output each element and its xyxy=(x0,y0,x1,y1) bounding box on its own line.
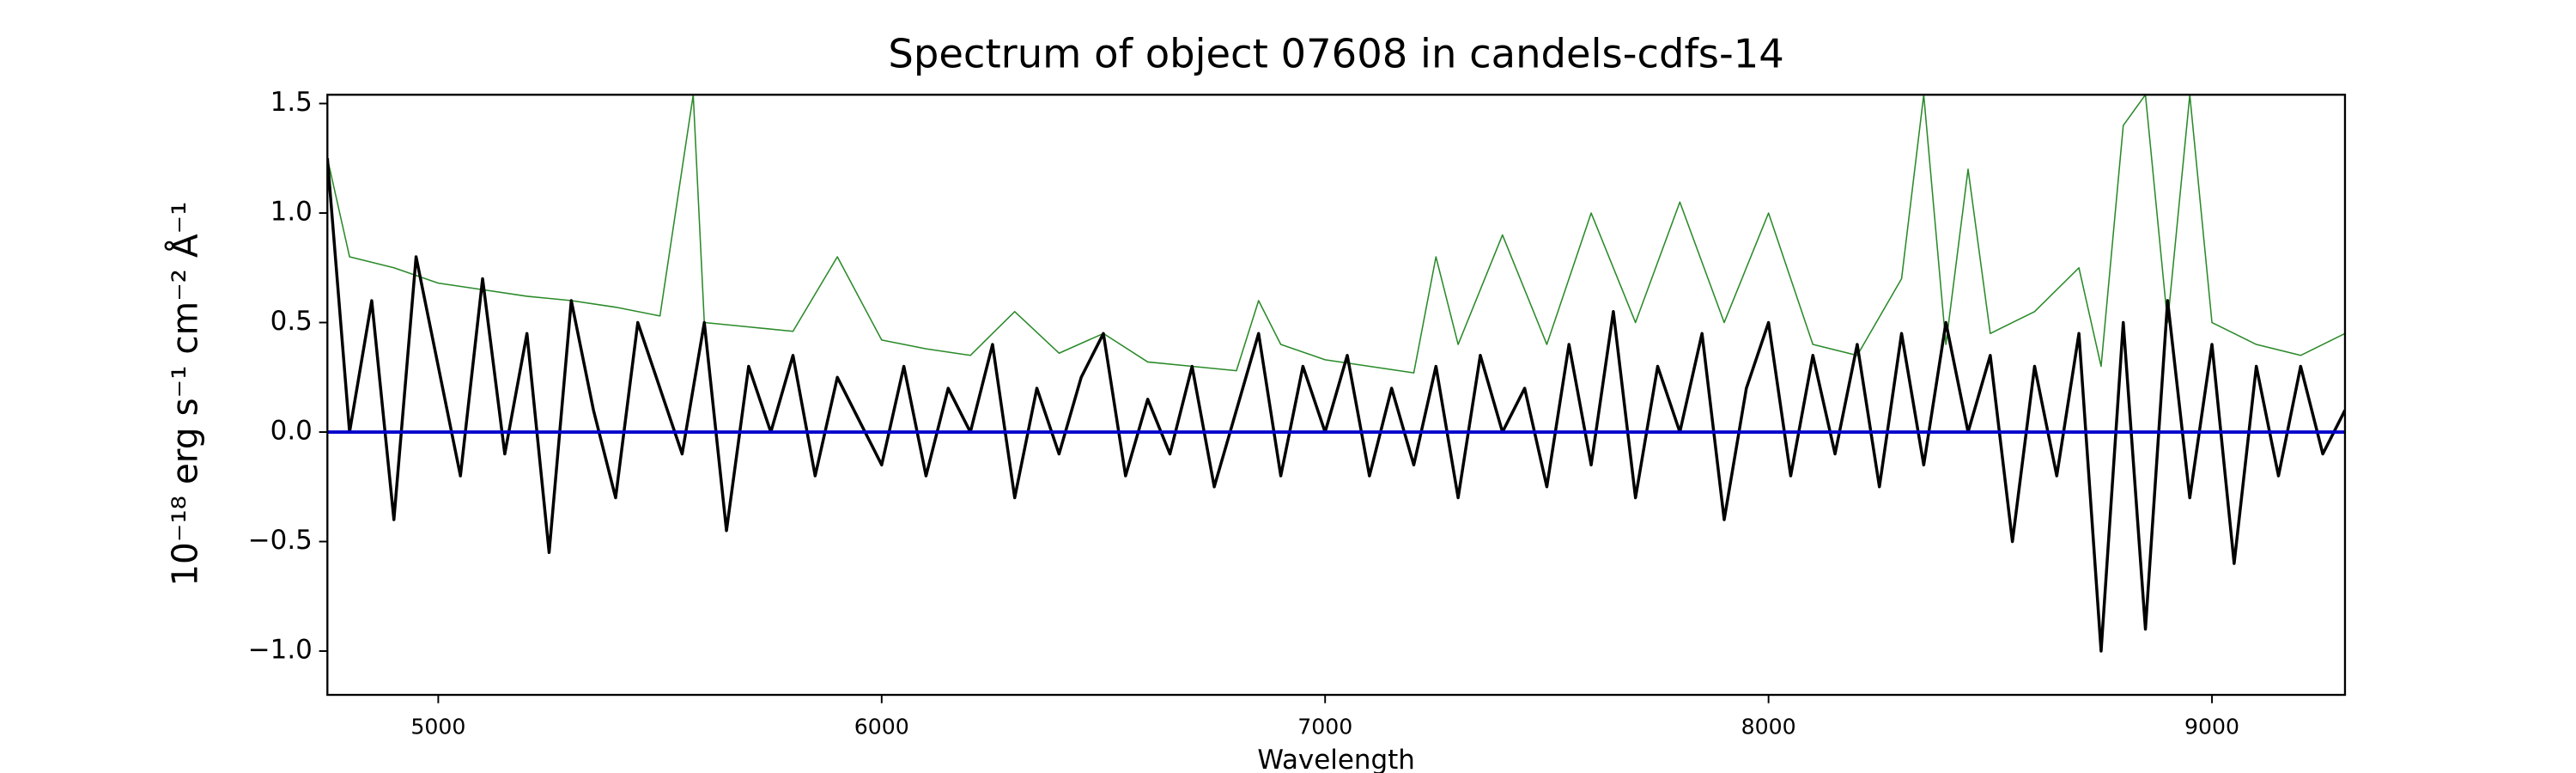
spectrum-line xyxy=(327,158,2345,653)
y-tick-label: 1.5 xyxy=(270,87,313,118)
y-tick-label: −1.0 xyxy=(248,635,313,666)
axes-frame xyxy=(326,94,2347,697)
chart-title: Spectrum of object 07608 in candels-cdfs… xyxy=(888,30,1783,76)
x-tick-label: 5000 xyxy=(410,715,465,740)
y-axis-label: 10⁻¹⁸ erg s⁻¹ cm⁻² Å⁻¹ xyxy=(165,202,206,587)
spectrum-line xyxy=(327,94,2345,374)
plot-area xyxy=(327,94,2345,653)
y-tick-label: −0.5 xyxy=(248,525,313,556)
x-tick-label: 8000 xyxy=(1741,715,1796,740)
x-tick-label: 7000 xyxy=(1297,715,1352,740)
y-tick-label: 1.0 xyxy=(270,197,313,228)
x-tick-label: 9000 xyxy=(2184,715,2239,740)
x-tick-label: 6000 xyxy=(854,715,909,740)
y-tick-label: 0.5 xyxy=(270,306,313,337)
y-tick-label: 0.0 xyxy=(270,416,313,447)
x-axis-label: Wavelength xyxy=(1257,745,1415,773)
